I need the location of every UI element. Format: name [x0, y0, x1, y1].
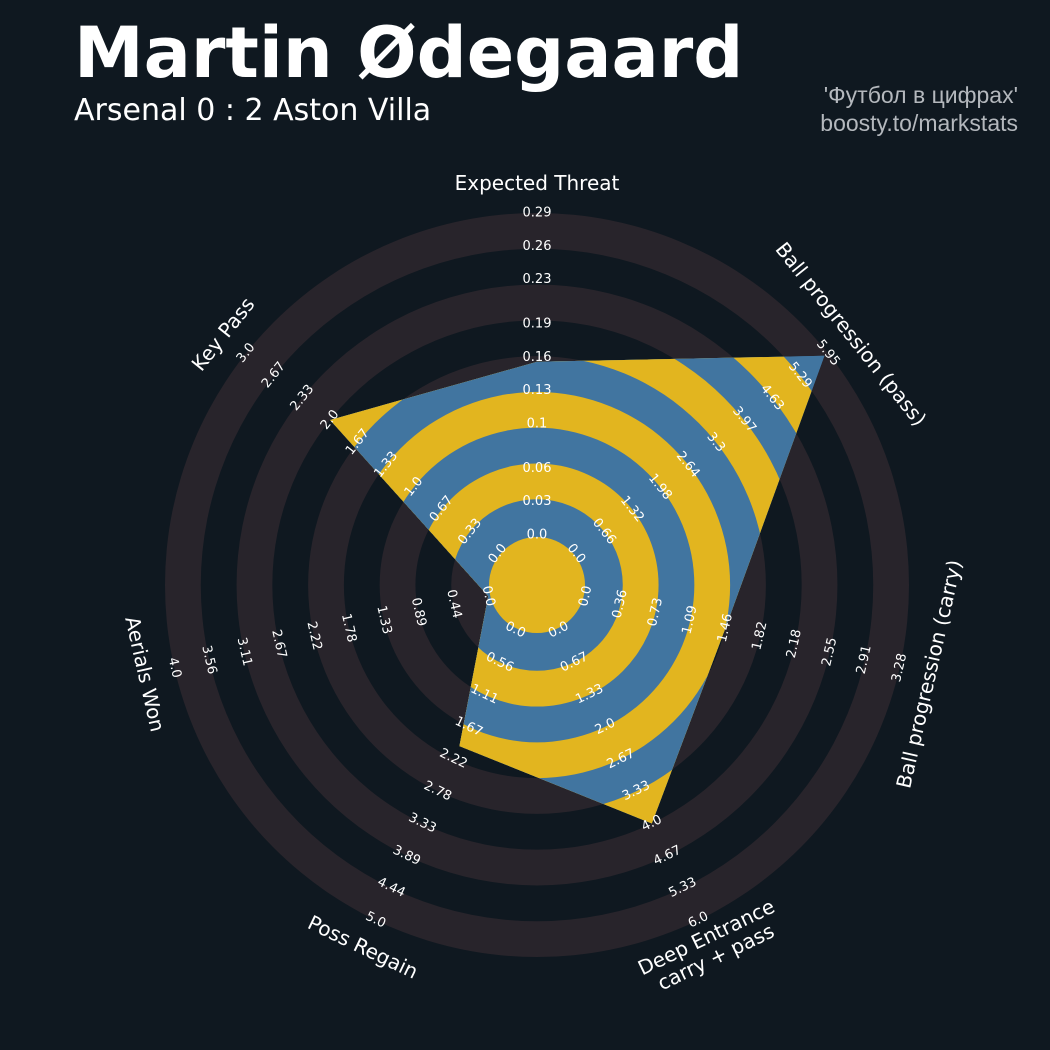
- tick-label: 0.0: [527, 528, 548, 543]
- tick-label: 0.26: [523, 239, 552, 254]
- tick-label: 3.11: [234, 636, 255, 668]
- tick-label: 0.0: [576, 584, 595, 608]
- tick-label: 3.28: [889, 652, 910, 684]
- tick-label: 1.46: [715, 612, 736, 644]
- tick-label: 2.18: [784, 628, 805, 660]
- tick-label: 1.82: [749, 620, 770, 652]
- chart-title: Martin Ødegaard: [74, 12, 744, 94]
- tick-label: 0.03: [523, 494, 552, 509]
- tick-label: 0.73: [645, 596, 666, 628]
- tick-label: 0.13: [523, 383, 552, 398]
- tick-label: 0.44: [443, 588, 464, 620]
- tick-label: 1.78: [338, 612, 359, 644]
- tick-label: 1.33: [373, 604, 394, 636]
- tick-label: 4.0: [165, 656, 184, 680]
- tick-label: 2.91: [854, 644, 875, 676]
- tick-label: 0.36: [610, 588, 631, 620]
- tick-label: 0.16: [523, 350, 552, 365]
- center-circle: [489, 537, 585, 633]
- tick-label: 2.22: [303, 620, 324, 652]
- tick-label: 0.19: [523, 317, 552, 332]
- tick-label: 3.56: [198, 644, 219, 676]
- tick-label: 2.67: [268, 628, 289, 660]
- tick-label: 0.06: [523, 461, 552, 476]
- credit: 'Футбол в цифрах': [823, 82, 1018, 108]
- param-label: Expected Threat: [454, 171, 620, 195]
- chart-subtitle: Arsenal 0 : 2 Aston Villa: [74, 93, 432, 128]
- tick-label: 0.89: [408, 596, 429, 628]
- tick-label: 0.23: [523, 272, 552, 287]
- tick-label: 0.0: [479, 584, 498, 608]
- tick-label: 0.1: [527, 416, 548, 431]
- tick-label: 0.29: [523, 206, 552, 221]
- credit: boosty.to/markstats: [820, 110, 1018, 136]
- tick-label: 1.09: [680, 604, 701, 636]
- tick-label: 2.55: [819, 636, 840, 668]
